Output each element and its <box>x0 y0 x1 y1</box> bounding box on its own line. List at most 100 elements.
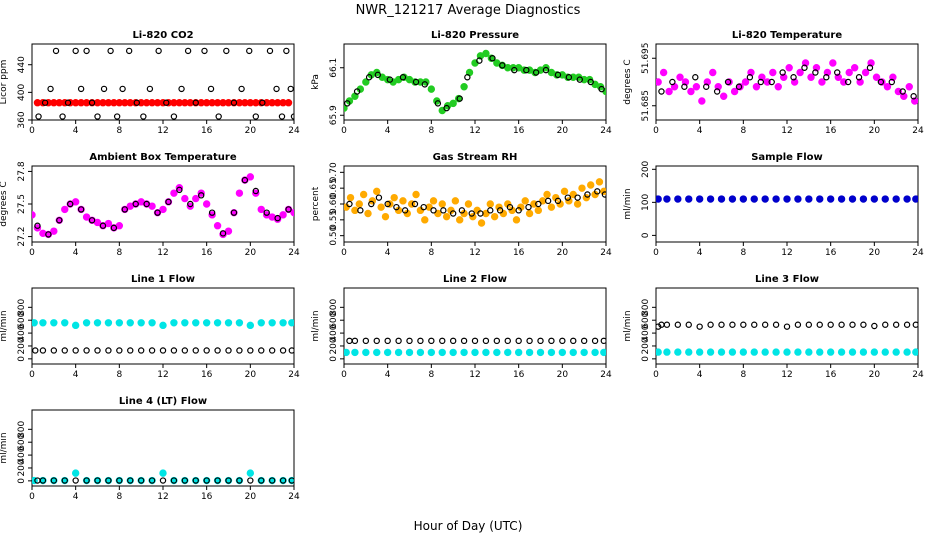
data-point-average <box>201 47 208 55</box>
data-point-average <box>548 337 555 345</box>
data-point-average <box>39 347 47 354</box>
data-point <box>416 206 425 215</box>
y-tick-label: 600 <box>17 311 27 328</box>
data-point-average <box>406 337 413 345</box>
data-point <box>595 178 604 186</box>
data-point-average <box>263 209 270 216</box>
y-axis-label: Licor ppm <box>0 60 9 105</box>
data-point-average <box>344 100 351 107</box>
panel-title: Line 1 Flow <box>131 274 195 285</box>
data-point-average <box>564 194 571 201</box>
data-point <box>709 68 717 77</box>
data-point <box>861 68 870 77</box>
data-point <box>192 319 200 327</box>
data-point-average <box>591 337 599 345</box>
data-point <box>427 85 436 93</box>
data-point-average <box>238 85 245 93</box>
y-tick-label: 0.60 <box>329 194 339 214</box>
data-point-average <box>783 323 791 330</box>
data-point <box>881 195 889 203</box>
x-tick-label: 12 <box>781 126 792 136</box>
y-tick-label: 400 <box>329 324 339 341</box>
data-point-average <box>83 347 90 354</box>
data-point <box>600 348 606 357</box>
data-point-average <box>287 85 294 93</box>
data-point-average <box>41 99 49 106</box>
data-point-average <box>252 113 259 120</box>
data-point-average <box>515 337 522 345</box>
data-point <box>359 190 368 199</box>
data-point-average <box>460 337 468 345</box>
y-tick-label: 0.65 <box>329 178 339 198</box>
data-point <box>288 319 294 327</box>
data-point-average <box>499 62 506 69</box>
data-point <box>490 212 499 221</box>
data-point <box>912 195 918 203</box>
data-point-average <box>50 477 58 484</box>
x-tick-label: 8 <box>116 248 122 258</box>
data-point <box>558 348 567 357</box>
data-point <box>438 348 446 357</box>
data-point-average <box>525 203 532 211</box>
data-point-average <box>346 337 353 345</box>
data-point <box>783 195 791 203</box>
data-point-average <box>94 113 101 120</box>
data-point-average <box>393 203 400 211</box>
data-point-average <box>259 99 266 106</box>
data-point-average <box>882 321 889 328</box>
data-point-average <box>449 210 457 217</box>
data-point-average <box>523 66 530 74</box>
data-point <box>656 195 662 203</box>
data-point <box>449 99 457 108</box>
data-point <box>346 193 355 202</box>
data-point-average <box>113 113 121 120</box>
data-point <box>126 319 134 327</box>
x-tick-label: 8 <box>740 126 746 136</box>
data-point <box>351 348 359 357</box>
data-point <box>246 469 255 477</box>
data-point <box>543 190 551 199</box>
x-tick-label: 4 <box>73 126 79 136</box>
x-tick-label: 8 <box>116 492 122 502</box>
data-point-average <box>365 74 373 81</box>
data-point-average <box>477 210 484 217</box>
data-point-average <box>476 57 483 64</box>
data-point-average <box>353 88 361 95</box>
panel-3: Li-820 Temperature degrees C 0 4 8 12 16 20 24 51… <box>623 30 924 136</box>
y-tick-label: 0 <box>329 356 339 362</box>
data-point-average <box>170 347 178 354</box>
plot-frame <box>343 43 607 121</box>
data-point <box>71 198 80 206</box>
data-point <box>859 348 868 356</box>
data-point-average <box>584 191 591 198</box>
data-point <box>685 195 693 203</box>
panel-8: Line 2 Flow ml/min 0 4 8 12 16 20 24 0 20040060080… <box>311 274 612 380</box>
data-point <box>499 209 508 218</box>
data-point-average <box>203 477 210 484</box>
x-tick-label: 24 <box>912 248 924 258</box>
data-point <box>202 319 211 327</box>
y-tick-label: 360 <box>17 111 27 128</box>
x-tick-label: 8 <box>116 370 122 380</box>
panel-7: Line 1 Flow ml/min 0 4 8 12 16 20 24 0 20040060080… <box>0 274 300 380</box>
data-point-average <box>94 477 101 484</box>
data-point-average <box>703 83 710 90</box>
data-point-average <box>170 477 178 484</box>
data-point-average <box>192 99 199 106</box>
data-point-average <box>288 477 294 484</box>
data-point-average <box>181 347 189 354</box>
data-point-average <box>735 83 743 90</box>
data-point <box>159 469 167 477</box>
x-tick-label: 24 <box>600 370 612 380</box>
x-tick-label: 16 <box>513 370 525 380</box>
data-point <box>344 348 350 357</box>
data-point-average <box>386 76 394 83</box>
x-tick-label: 0 <box>653 370 659 380</box>
data-point <box>456 216 464 224</box>
data-point-average <box>849 321 856 328</box>
data-point-average <box>203 347 210 354</box>
data-point-average <box>707 321 714 328</box>
x-tick-label: 4 <box>385 126 391 136</box>
y-tick-label: 400 <box>641 324 651 341</box>
data-point <box>159 321 167 330</box>
